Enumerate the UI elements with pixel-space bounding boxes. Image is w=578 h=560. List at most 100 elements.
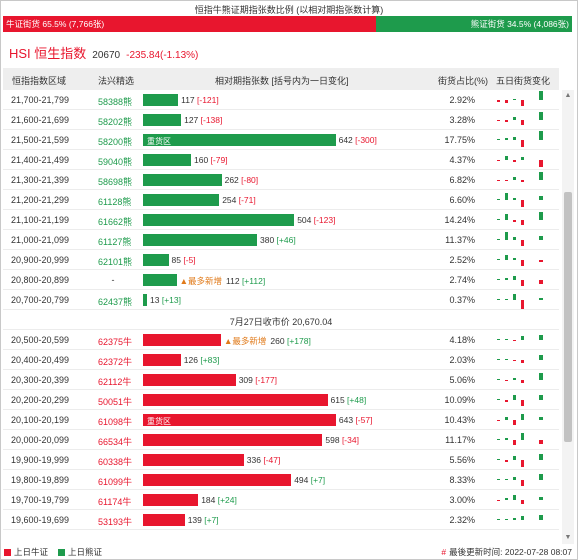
index-change: -235.84(-1.13%) (126, 50, 199, 61)
five-day-change (495, 390, 555, 410)
sparkline-bar (505, 232, 508, 240)
row-warrant-code[interactable]: 59040熊 (98, 157, 133, 167)
row-warrant-code[interactable]: 61098牛 (98, 417, 133, 427)
row-share: 3.28% (449, 115, 475, 125)
five-day-change (495, 110, 555, 130)
contracts-change: [+24] (217, 495, 237, 505)
five-day-sparkline (497, 474, 543, 486)
row-warrant-code[interactable]: 61128熊 (98, 197, 132, 207)
sparkline-bar (505, 299, 508, 300)
five-day-sparkline (497, 232, 543, 246)
row-contracts-bar (143, 274, 177, 286)
sparkline-bar (505, 100, 508, 103)
table-row: 19,700-19,799 61174牛 184 [+24] 3.00% (3, 490, 559, 510)
row-warrant-code[interactable]: 62101熊 (98, 257, 133, 267)
sparkline-bar (521, 260, 524, 266)
sparkline-bar (497, 259, 500, 260)
row-contracts-label: 13 [+13] (150, 295, 181, 305)
contracts-value: 309 (238, 375, 256, 385)
sparkline-bar (539, 497, 543, 500)
sparkline-bar (505, 400, 508, 402)
row-range: 21,200-21,299 (11, 195, 70, 205)
row-warrant-code: - (111, 275, 115, 285)
row-warrant-code[interactable]: 62437熊 (98, 297, 133, 307)
table-row: 21,300-21,399 58698熊 262 [-80] 6.82% (3, 170, 559, 190)
scrollbar-thumb[interactable] (564, 192, 572, 442)
sparkline-bar (521, 240, 524, 246)
row-warrant-code[interactable]: 50051牛 (98, 397, 133, 407)
row-contracts-bar (143, 154, 191, 166)
row-warrant-code[interactable]: 53193牛 (98, 517, 133, 527)
row-range: 20,900-20,999 (11, 255, 70, 265)
sparkline-bar (497, 420, 500, 421)
row-range: 21,400-21,499 (11, 155, 70, 165)
row-warrant-code[interactable]: 61174牛 (98, 497, 132, 507)
table-row: 20,800-20,899 - ▲最多新增 112 [+112] 2.74% (3, 270, 559, 290)
last-updated: # 最後更新时间: 2022-07-28 08:07 (441, 546, 572, 558)
five-day-sparkline (497, 335, 543, 341)
contracts-value: 380 (260, 235, 277, 245)
last-updated-text: 最後更新时间: 2022-07-28 08:07 (449, 547, 572, 557)
row-contracts-bar (143, 174, 222, 186)
row-warrant-code[interactable]: 58202熊 (98, 117, 133, 127)
sparkline-bar (505, 519, 508, 520)
row-share: 2.52% (449, 255, 475, 265)
sparkline-bar (513, 258, 516, 260)
row-contracts-label: 127 [-138] (184, 115, 222, 125)
sparkline-bar (521, 414, 524, 420)
table-row: 20,200-20,299 50051牛 615 [+48] 10.09% (3, 390, 559, 410)
row-contracts-label: 160 [-79] (194, 155, 228, 165)
contracts-change: [-5] (183, 255, 196, 265)
sparkline-bar (539, 417, 543, 420)
sparkline-bar (539, 298, 543, 300)
row-warrant-code[interactable]: 66534牛 (98, 437, 133, 447)
contracts-value: 615 (330, 395, 348, 405)
row-contracts-label: 494 [+7] (294, 475, 325, 485)
footer: 上日牛证 上日熊证 # 最後更新时间: 2022-07-28 08:07 (0, 544, 578, 559)
row-range: 20,200-20,299 (11, 395, 70, 405)
sparkline-bar (513, 117, 516, 120)
row-warrant-code[interactable]: 58698熊 (98, 177, 133, 187)
sparkline-bar (505, 120, 508, 122)
sparkline-bar (497, 439, 500, 440)
contracts-value: 184 (201, 495, 218, 505)
row-warrant-code[interactable]: 62372牛 (98, 357, 133, 367)
row-contracts-label: 380 [+46] (260, 235, 296, 245)
contracts-change: [+112] (241, 276, 266, 286)
triangle-down-icon[interactable]: ▼ (564, 534, 572, 541)
row-range: 21,000-21,099 (11, 235, 70, 245)
row-warrant-code[interactable]: 58388熊 (98, 97, 133, 107)
row-warrant-code[interactable]: 58200熊 (98, 137, 133, 147)
five-day-sparkline (497, 373, 543, 383)
most-added-tag: ▲最多新增 (179, 276, 223, 286)
sparkline-bar (505, 180, 508, 181)
five-day-sparkline (497, 433, 543, 445)
sparkline-bar (539, 212, 543, 220)
sparkline-bar (513, 177, 516, 180)
bull-ratio-segment: 牛证街货 65.5% (7,766张) (3, 16, 376, 32)
row-warrant-code[interactable]: 60338牛 (98, 457, 133, 467)
row-warrant-code[interactable]: 62375牛 (98, 337, 133, 347)
index-summary: HSI 恒生指数 20670 -235.84(-1.13%) (9, 43, 198, 62)
contracts-value: 598 (325, 435, 342, 445)
row-range: 19,900-19,999 (11, 455, 70, 465)
row-contracts-bar (143, 514, 185, 526)
sparkline-bar (521, 120, 524, 125)
sparkline-bar (521, 180, 524, 182)
ratio-title: 恒指牛熊证期指张数比例 (以相对期指张数计算) (194, 5, 384, 15)
row-warrant-code[interactable]: 62112牛 (98, 377, 132, 387)
row-contracts-label: 85 [-5] (172, 255, 196, 265)
row-contracts-label: 504 [-123] (297, 215, 335, 225)
row-warrant-code[interactable]: 61099牛 (98, 477, 133, 487)
row-range: 20,500-20,599 (11, 335, 70, 345)
vertical-scrollbar[interactable]: ▲ ▼ (562, 90, 574, 544)
sparkline-bar (505, 417, 508, 420)
row-warrant-code[interactable]: 61662熊 (98, 217, 133, 227)
sparkline-bar (539, 91, 543, 100)
row-contracts-bar (143, 374, 236, 386)
index-name[interactable]: HSI 恒生指数 (9, 46, 87, 61)
row-warrant-code[interactable]: 61127熊 (98, 237, 132, 247)
sparkline-bar (539, 373, 543, 380)
triangle-up-icon[interactable]: ▲ (564, 92, 572, 99)
index-value: 20670 (92, 50, 121, 61)
